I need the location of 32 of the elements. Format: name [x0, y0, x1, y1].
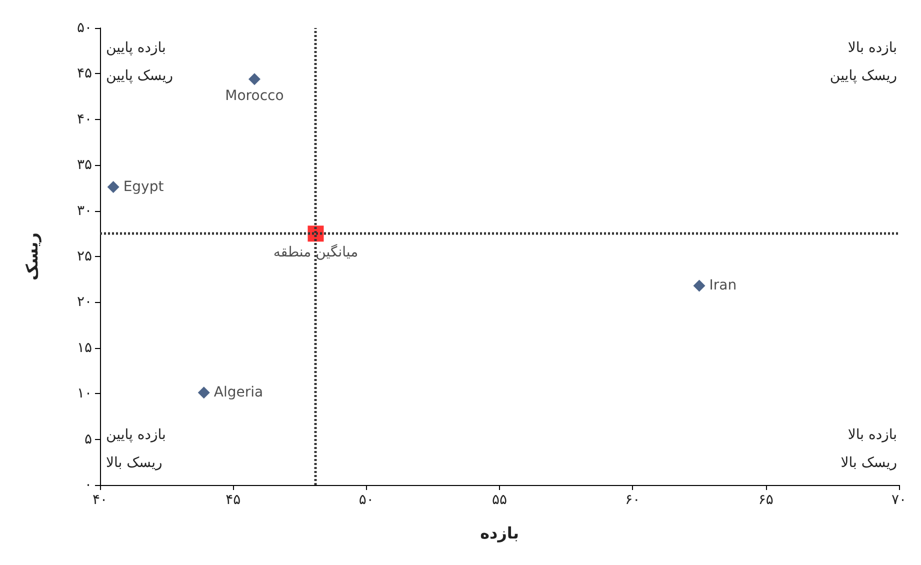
annotation: بازده پایین ریسک پایین — [106, 40, 174, 84]
point — [107, 181, 120, 194]
x-tick-label: ۵۰ — [358, 492, 374, 508]
y-axis-title: ریسک — [22, 232, 42, 280]
point — [248, 73, 260, 86]
annotation: بازده بالا ریسک پایین — [830, 40, 897, 84]
x-axis-title: بازده — [480, 524, 519, 542]
annotation: بازده پایین ریسک بالا — [106, 427, 166, 471]
y-tick-label: ۳۵ — [76, 157, 92, 174]
y-tick-label: ۵۰ — [76, 20, 92, 36]
series-label: Algeria — [214, 384, 264, 401]
x-tick-label: ۶۵ — [758, 492, 774, 508]
y-tick-label: ۳۰ — [76, 202, 92, 219]
x-tick-label: ۴۵ — [226, 492, 241, 508]
y-tick-label: ۲۰ — [76, 294, 92, 310]
point — [198, 386, 210, 399]
series-label: Egypt — [123, 179, 164, 196]
point — [693, 280, 706, 292]
series-label: Morocco — [225, 88, 284, 104]
x-tick-label: ۶۰ — [625, 492, 640, 508]
x-tick-label: ۵۵ — [492, 492, 508, 508]
y-tick-label: ۴۰ — [76, 111, 92, 128]
y-tick-label: ۱۰ — [76, 386, 92, 402]
annotation: بازده بالا ریسک بالا — [840, 427, 897, 471]
x-tick-label: ۷۰ — [891, 492, 907, 508]
series-label: Iran — [709, 278, 737, 294]
y-tick-label: ۰ — [84, 477, 92, 493]
y-tick-label: ۲۵ — [76, 248, 92, 264]
y-tick-label: ۵ — [84, 431, 92, 448]
y-tick-label: ۱۵ — [76, 340, 92, 356]
series-label: میانگین منطقه — [273, 244, 358, 261]
y-tick-label: ۴۵ — [76, 66, 92, 82]
